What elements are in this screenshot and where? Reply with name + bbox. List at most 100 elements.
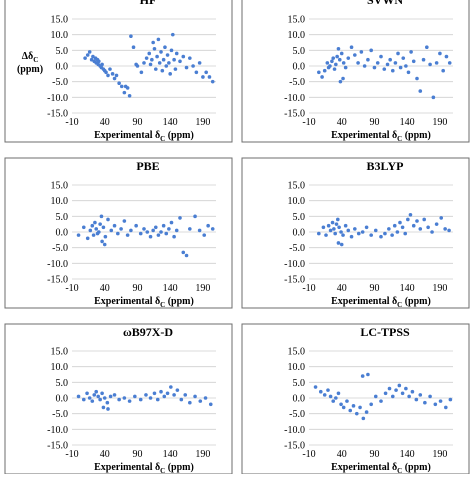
data-point bbox=[398, 65, 403, 70]
data-point bbox=[202, 233, 207, 237]
x-tick-label: 40 bbox=[337, 117, 347, 128]
data-point bbox=[353, 227, 357, 231]
data-point bbox=[349, 234, 354, 239]
data-point bbox=[403, 231, 408, 236]
y-tick-label: 10.0 bbox=[288, 362, 306, 373]
x-tick-label: 190 bbox=[432, 283, 447, 294]
data-point bbox=[100, 239, 104, 244]
data-point bbox=[396, 51, 400, 56]
data-point bbox=[404, 64, 408, 68]
panel-title: HF bbox=[140, 0, 157, 7]
data-point bbox=[93, 220, 97, 225]
data-point bbox=[434, 61, 439, 65]
data-point bbox=[145, 230, 150, 234]
data-point bbox=[85, 391, 89, 396]
data-point bbox=[197, 228, 202, 233]
data-point bbox=[339, 242, 344, 247]
data-point bbox=[383, 231, 387, 236]
data-point bbox=[406, 70, 411, 75]
y-tick-label: -15.0 bbox=[47, 109, 68, 120]
data-point bbox=[356, 61, 360, 65]
panel-border bbox=[241, 0, 470, 143]
data-point bbox=[330, 59, 334, 64]
x-tick-label: 140 bbox=[400, 117, 415, 128]
y-tick-label: -15.0 bbox=[47, 441, 68, 452]
data-point bbox=[138, 231, 143, 236]
data-point bbox=[144, 393, 148, 397]
data-point bbox=[433, 402, 438, 407]
y-tick-label: 0.0 bbox=[56, 394, 69, 405]
data-point bbox=[438, 399, 443, 403]
data-point bbox=[318, 389, 323, 394]
data-point bbox=[151, 228, 155, 233]
y-tick-label: 0.0 bbox=[56, 62, 69, 73]
data-point bbox=[172, 393, 176, 397]
data-point bbox=[97, 59, 101, 64]
data-point bbox=[395, 230, 400, 234]
x-tick-label: 140 bbox=[163, 283, 178, 294]
data-point bbox=[346, 228, 351, 233]
data-point bbox=[175, 388, 180, 392]
data-point bbox=[101, 225, 106, 230]
data-point bbox=[94, 389, 99, 394]
data-point bbox=[161, 223, 166, 228]
y-tick-label: 15.0 bbox=[288, 15, 306, 26]
data-point bbox=[425, 45, 429, 49]
data-point bbox=[356, 231, 361, 236]
y-tick-label: 15.0 bbox=[288, 347, 306, 358]
y-tick-label: 5.0 bbox=[293, 46, 306, 57]
x-tick-label: -10 bbox=[65, 117, 78, 128]
data-point bbox=[373, 228, 378, 233]
data-point bbox=[339, 51, 344, 56]
data-point bbox=[138, 397, 143, 402]
data-point bbox=[422, 217, 426, 222]
data-point bbox=[197, 61, 202, 65]
data-point bbox=[201, 75, 205, 79]
x-axis-label: Experimental δC (ppm) bbox=[94, 296, 194, 309]
data-point bbox=[317, 231, 321, 236]
data-point bbox=[160, 68, 165, 73]
x-axis-label: Experimental δC (ppm) bbox=[331, 462, 431, 474]
data-point bbox=[206, 223, 210, 228]
panel-border bbox=[4, 0, 233, 143]
y-tick-label: 5.0 bbox=[56, 212, 69, 223]
data-point bbox=[81, 225, 86, 230]
data-point bbox=[328, 64, 332, 68]
data-point bbox=[341, 61, 346, 65]
data-point bbox=[183, 393, 188, 397]
data-point bbox=[152, 46, 157, 51]
data-point bbox=[351, 404, 356, 408]
data-point bbox=[415, 76, 419, 81]
data-point bbox=[361, 416, 366, 421]
data-point bbox=[336, 217, 340, 222]
data-point bbox=[91, 233, 96, 237]
data-point bbox=[447, 61, 452, 65]
y-tick-label: 10.0 bbox=[288, 196, 306, 207]
data-point bbox=[162, 394, 167, 399]
data-point bbox=[191, 64, 195, 68]
data-point bbox=[414, 397, 419, 402]
data-point bbox=[127, 399, 132, 403]
data-point bbox=[139, 70, 144, 75]
panel-0: HF 15.0 10.0 5.0 0.0 -5.0 -10.0 -15.0-10 40 90 140… bbox=[4, 0, 233, 143]
data-point bbox=[317, 70, 321, 75]
data-point bbox=[142, 227, 146, 231]
data-point bbox=[181, 250, 186, 255]
data-point bbox=[81, 397, 86, 402]
y-tick-label: -5.0 bbox=[289, 409, 305, 420]
data-point bbox=[87, 50, 92, 54]
y-tick-label: -5.0 bbox=[52, 243, 68, 254]
data-point bbox=[178, 216, 182, 220]
data-point bbox=[117, 397, 121, 402]
data-point bbox=[324, 233, 328, 237]
data-point bbox=[334, 222, 339, 226]
data-point bbox=[360, 374, 365, 378]
y-tick-label: 10.0 bbox=[51, 196, 69, 207]
data-point bbox=[383, 391, 388, 396]
data-point bbox=[179, 397, 184, 402]
data-point bbox=[337, 57, 342, 62]
data-point bbox=[397, 383, 402, 388]
data-point bbox=[441, 68, 445, 73]
x-tick-label: 90 bbox=[132, 449, 142, 460]
data-point bbox=[407, 394, 411, 399]
